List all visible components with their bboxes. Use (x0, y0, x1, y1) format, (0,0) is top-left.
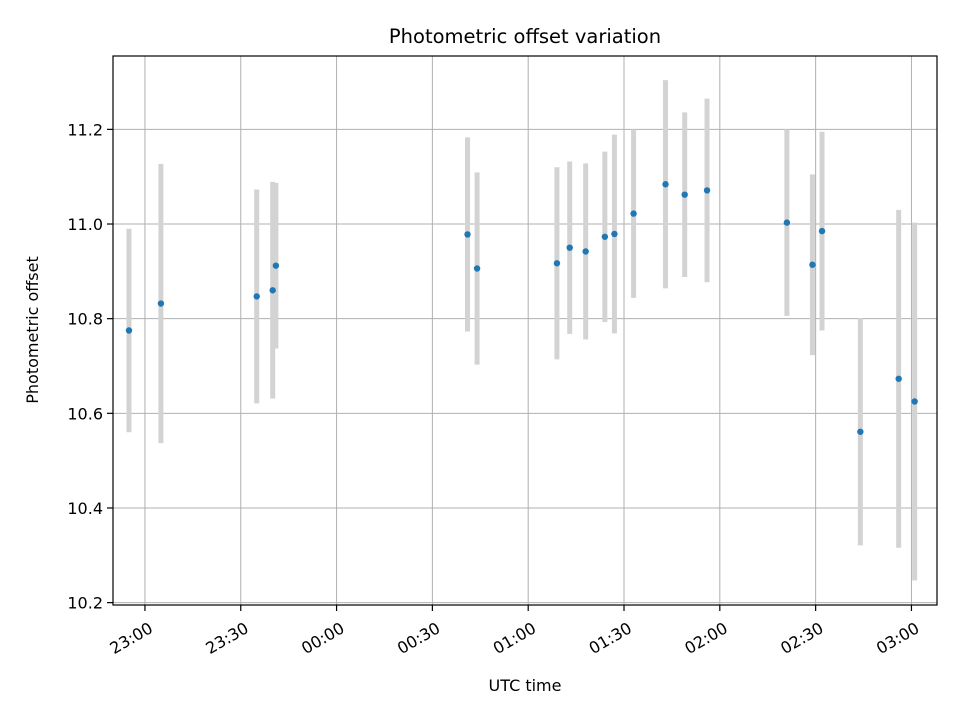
data-point (157, 300, 165, 307)
plot-frame (112, 55, 938, 606)
data-point (272, 262, 280, 269)
chart-title: Photometric offset variation (389, 25, 661, 48)
data-point (125, 327, 133, 334)
x-axis-label: UTC time (489, 676, 562, 695)
y-tick-label: 10.2 (67, 594, 103, 613)
data-point (582, 248, 589, 255)
data-point (703, 187, 711, 194)
data-point (662, 181, 669, 188)
data-point (553, 260, 561, 267)
data-point (630, 210, 637, 217)
data-point (601, 233, 609, 240)
data-point (253, 293, 260, 300)
data-point (473, 265, 481, 272)
y-tick-label: 10.4 (67, 499, 103, 518)
data-point (783, 219, 791, 226)
data-points (125, 181, 918, 435)
data-point (681, 191, 688, 198)
y-tick-label: 10.8 (67, 310, 103, 329)
data-point (611, 230, 618, 238)
grid (113, 56, 937, 605)
data-point (269, 287, 276, 294)
data-point (464, 231, 471, 238)
y-tick-label: 10.6 (67, 404, 103, 423)
data-point (809, 261, 816, 268)
y-axis-label: Photometric offset (23, 256, 42, 404)
data-point (818, 227, 826, 235)
y-tick-label: 11.2 (67, 120, 103, 139)
data-point (895, 375, 902, 382)
data-point (857, 428, 864, 435)
data-point (911, 398, 918, 405)
y-tick-label: 11.0 (67, 215, 103, 234)
y-axis: 10.2 10.4 10.6 10.8 11.0 11.2 (67, 120, 113, 613)
data-point (566, 244, 573, 251)
